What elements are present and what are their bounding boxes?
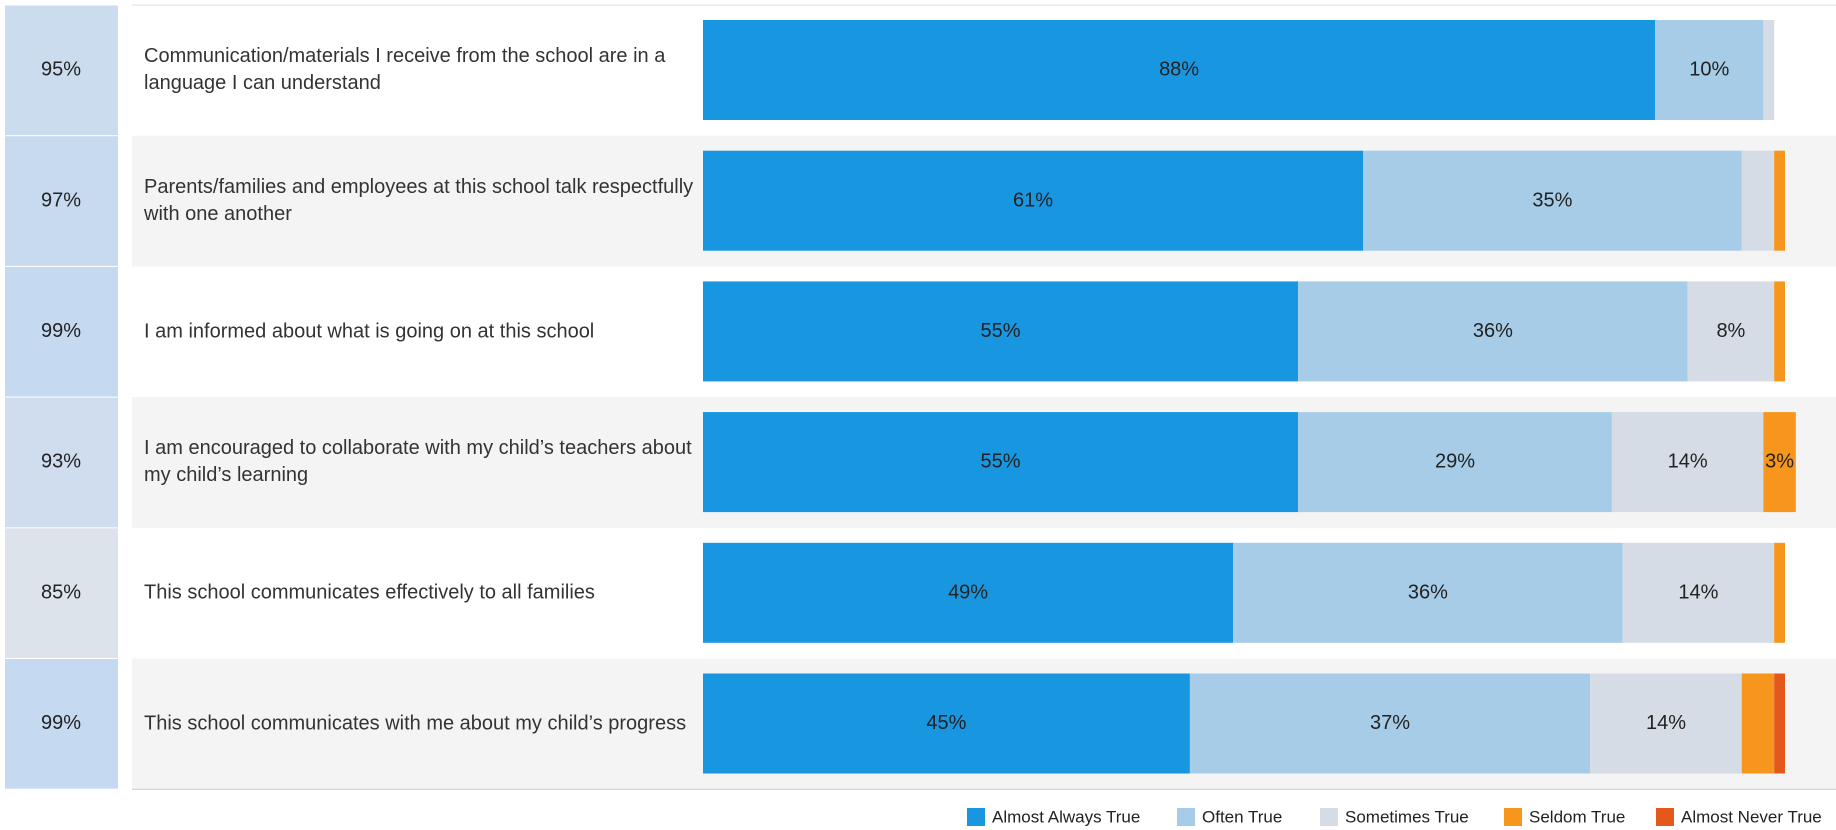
- summary-cell: [5, 266, 118, 397]
- bar-segment: [1763, 412, 1796, 513]
- value-label: 14%: [1678, 581, 1718, 603]
- legend-label: Sometimes True: [1345, 807, 1469, 826]
- bar-segment: [1655, 20, 1764, 120]
- value-label: 49%: [948, 581, 988, 603]
- summary-cell: [5, 397, 118, 528]
- bar-segment: [703, 412, 1299, 513]
- value-label: 45%: [926, 712, 966, 734]
- summary-label: 85%: [41, 581, 81, 603]
- bar-segment: [1298, 281, 1688, 382]
- bar-segment: [1741, 673, 1775, 774]
- value-label: 61%: [1013, 189, 1053, 211]
- value-label: 35%: [1532, 189, 1572, 211]
- bar-segment: [1774, 150, 1785, 251]
- legend-label: Almost Never True: [1681, 807, 1822, 826]
- bar-segment: [703, 673, 1190, 774]
- bar-segment: [1687, 281, 1775, 382]
- bar-segment: [1741, 150, 1775, 251]
- legend-swatch: [1656, 808, 1674, 826]
- question: Parents/families and employees at this s…: [144, 176, 694, 226]
- question: This school communicates with me about m…: [144, 712, 687, 735]
- summary-label: 95%: [41, 59, 81, 81]
- summary-label: 93%: [41, 451, 81, 473]
- summary-cell: [5, 659, 118, 789]
- legend-label: Often True: [1202, 807, 1282, 826]
- value-label: 14%: [1668, 451, 1708, 473]
- value-label: 36%: [1473, 320, 1513, 342]
- legend-label: Seldom True: [1529, 807, 1625, 826]
- value-label: 29%: [1435, 451, 1475, 473]
- value-label: 55%: [981, 451, 1021, 473]
- bar-segment: [1298, 412, 1612, 513]
- value-label: 88%: [1159, 59, 1199, 81]
- value-label: 8%: [1716, 320, 1745, 342]
- bar-segment: [1233, 542, 1623, 643]
- bar-segment: [703, 281, 1299, 382]
- summary-cell: [5, 528, 118, 658]
- value-label: 55%: [981, 320, 1021, 342]
- bar-segment: [1774, 673, 1785, 774]
- summary-cell: [5, 136, 118, 266]
- value-label: 37%: [1370, 712, 1410, 734]
- bar-segment: [1774, 542, 1785, 643]
- legend-swatch: [1320, 808, 1338, 826]
- bar-segment: [1774, 281, 1785, 382]
- question: Communication/materials I receive from t…: [144, 45, 666, 95]
- value-label: 36%: [1408, 581, 1448, 603]
- summary-label: 99%: [41, 320, 81, 342]
- summary-cell: [5, 5, 118, 136]
- bar-segment: [1763, 20, 1775, 120]
- legend-swatch: [1504, 808, 1522, 826]
- legend-label: Almost Always True: [992, 807, 1140, 826]
- bar-segment: [1622, 542, 1775, 643]
- bar-segment: [1611, 412, 1764, 513]
- value-label: 3%: [1765, 451, 1794, 473]
- value-label: 14%: [1646, 712, 1686, 734]
- bar-segment: [703, 150, 1364, 251]
- bar-segment: [703, 542, 1234, 643]
- question: I am encouraged to collaborate with my c…: [144, 437, 692, 487]
- legend-swatch: [967, 808, 985, 826]
- summary-label: 99%: [41, 712, 81, 734]
- bar-segment: [1590, 673, 1742, 774]
- bar-segment: [703, 20, 1656, 120]
- question: This school communicates effectively to …: [144, 581, 595, 604]
- legend-swatch: [1177, 808, 1195, 826]
- summary-label: 97%: [41, 189, 81, 211]
- question: I am informed about what is going on at …: [144, 320, 595, 343]
- value-label: 10%: [1689, 59, 1729, 81]
- bar-segment: [1189, 673, 1591, 774]
- bar-segment: [1363, 150, 1742, 251]
